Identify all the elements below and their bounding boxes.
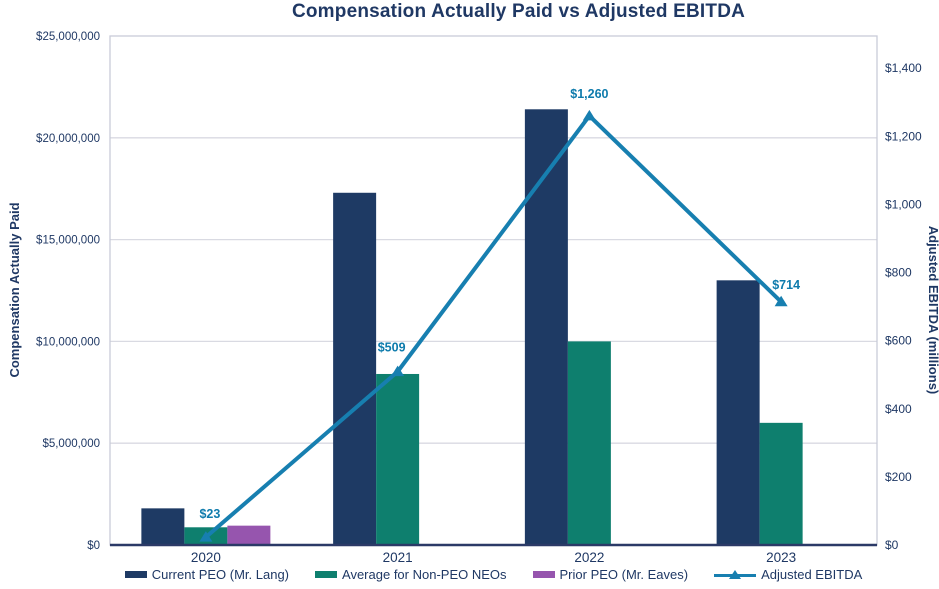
legend-label: Adjusted EBITDA <box>761 567 863 582</box>
right-axis-tick-label: $200 <box>885 470 912 484</box>
line-marker-2021 <box>391 365 405 377</box>
bar-average-for-non-peo-neos-2022 <box>567 341 611 545</box>
legend-label: Current PEO (Mr. Lang) <box>151 567 290 582</box>
legend-item-prior-peo-mr-eaves: Prior PEO (Mr. Eaves) <box>532 567 689 582</box>
x-axis-label-2023: 2023 <box>766 550 796 565</box>
right-axis-title: Adjusted EBITDA (millions) <box>926 226 939 395</box>
right-axis-tick-label: $1,200 <box>885 129 922 143</box>
bar-prior-peo-mr-eaves-2020 <box>227 525 271 545</box>
legend-line-marker-icon <box>714 569 757 581</box>
right-axis-tick-label: $0 <box>885 538 899 552</box>
data-label-2021: $509 <box>378 341 406 355</box>
x-axis-label-2021: 2021 <box>383 550 413 565</box>
right-axis-tick-label: $1,000 <box>885 197 922 211</box>
legend-item-current-peo-mr-lang: Current PEO (Mr. Lang) <box>124 567 290 582</box>
right-axis-tick-label: $1,400 <box>885 61 922 75</box>
left-axis-tick-label: $20,000,000 <box>36 133 100 145</box>
legend-item-average-for-non-peo-neos: Average for Non-PEO NEOs <box>315 567 507 582</box>
legend-label: Average for Non-PEO NEOs <box>342 567 507 582</box>
right-axis-tick-label: $600 <box>885 334 912 348</box>
data-label-2022: $1,260 <box>570 87 608 101</box>
legend-swatch-current-peo-mr-lang <box>124 571 147 578</box>
line-marker-2023 <box>774 295 788 307</box>
line-marker-2022 <box>582 109 596 121</box>
bar-average-for-non-peo-neos-2023 <box>759 422 803 545</box>
x-axis-label-2020: 2020 <box>191 550 221 565</box>
data-label-2023: $714 <box>772 278 800 292</box>
left-axis-tick-label: $10,000,000 <box>36 336 100 348</box>
left-axis-tick-label: $0 <box>87 540 100 552</box>
legend-label: Prior PEO (Mr. Eaves) <box>559 567 689 582</box>
left-axis-tick-label: $15,000,000 <box>36 235 100 247</box>
chart-title: Compensation Actually Paid vs Adjusted E… <box>291 1 746 22</box>
line-adjusted-ebitda <box>204 113 783 539</box>
right-axis-tick-label: $400 <box>885 402 912 416</box>
bar-current-peo-mr-lang-2022 <box>524 109 568 546</box>
legend-swatch-average-for-non-peo-neos <box>315 571 338 578</box>
data-label-2020: $23 <box>199 507 220 521</box>
bar-current-peo-mr-lang-2020 <box>141 508 185 545</box>
bar-current-peo-mr-lang-2021 <box>333 192 377 545</box>
x-axis-label-2022: 2022 <box>574 550 604 565</box>
line-marker-2020 <box>199 531 213 542</box>
right-axis-tick-label: $800 <box>885 266 912 280</box>
legend: Current PEO (Mr. Lang) Average for Non-PE… <box>110 567 877 582</box>
legend-item-adjusted-ebitda: Adjusted EBITDA <box>714 567 862 582</box>
bar-current-peo-mr-lang-2023 <box>716 280 760 545</box>
left-axis-tick-label: $25,000,000 <box>36 31 100 43</box>
legend-swatch-prior-peo-mr-eaves <box>532 571 555 578</box>
left-axis-title: Compensation Actually Paid <box>7 202 22 377</box>
left-axis-tick-label: $5,000,000 <box>42 438 100 450</box>
bar-average-for-non-peo-neos-2021 <box>376 373 420 545</box>
